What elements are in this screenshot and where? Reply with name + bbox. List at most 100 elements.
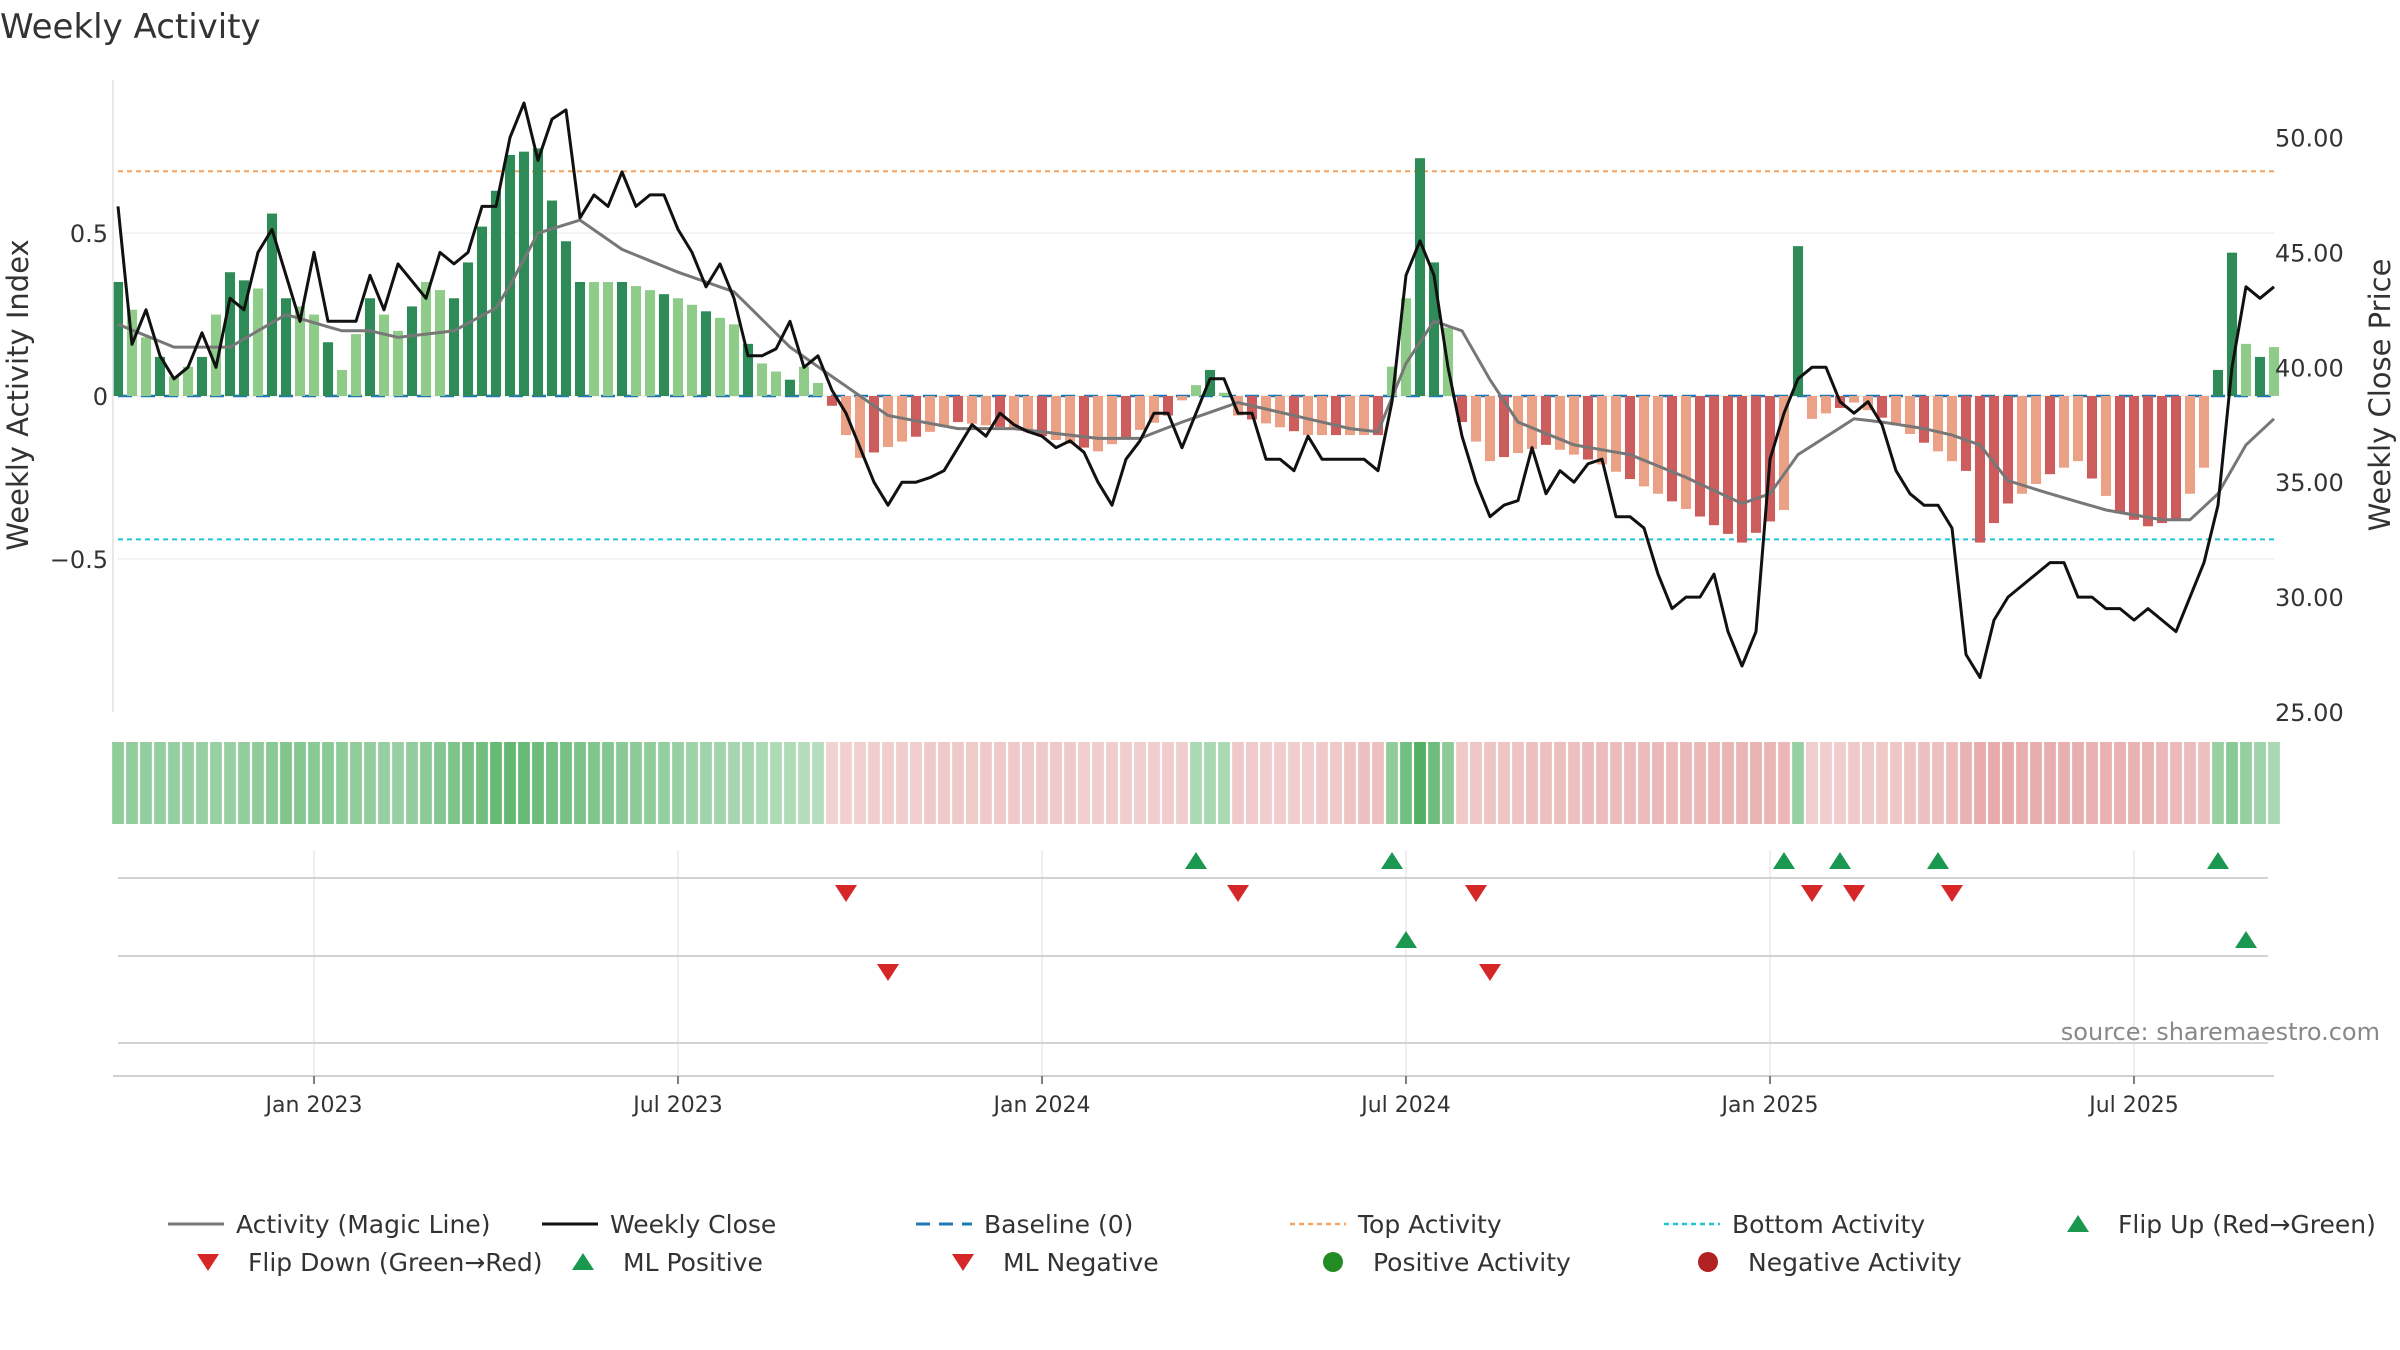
heat-cell <box>672 742 684 824</box>
heat-cell <box>308 742 320 824</box>
heat-cell <box>1470 742 1482 824</box>
heat-cell <box>1302 742 1314 824</box>
heat-cell <box>728 742 740 824</box>
activity-bar <box>168 376 180 396</box>
activity-bar <box>350 334 362 396</box>
activity-bar <box>280 298 292 396</box>
heat-cell <box>2114 742 2126 824</box>
activity-bar <box>1988 396 2000 524</box>
activity-bar <box>1134 396 1146 430</box>
heat-cell <box>2198 742 2210 824</box>
heat-cell <box>1148 742 1160 824</box>
heat-cell <box>392 742 404 824</box>
activity-bar <box>1610 396 1622 472</box>
heat-cell <box>854 742 866 824</box>
activity-bar <box>868 396 880 453</box>
activity-bar <box>224 272 236 396</box>
heat-cell <box>644 742 656 824</box>
heat-cell <box>2240 742 2252 824</box>
heat-cell <box>490 742 502 824</box>
heat-cell <box>938 742 950 824</box>
heat-cell <box>140 742 152 824</box>
legend-label: ML Negative <box>1003 1248 1159 1277</box>
heat-cell <box>1218 742 1230 824</box>
activity-bar <box>1288 396 1300 432</box>
heat-cell <box>1022 742 1034 824</box>
activity-bar <box>1232 396 1244 416</box>
activity-bar <box>1176 396 1188 401</box>
heat-cell <box>1694 742 1706 824</box>
activity-bar <box>2072 396 2084 462</box>
activity-bar <box>658 294 670 396</box>
heat-cell <box>1400 742 1412 824</box>
heat-cell <box>1204 742 1216 824</box>
x-tick-label: Jan 2023 <box>264 1093 363 1118</box>
heat-cell <box>784 742 796 824</box>
heat-cell <box>168 742 180 824</box>
heat-cell <box>1008 742 1020 824</box>
legend-label: Flip Up (Red→Green) <box>2118 1210 2376 1239</box>
flip-signal-rows <box>118 852 2268 1044</box>
heat-cell <box>126 742 138 824</box>
legend-label: Top Activity <box>1357 1210 1502 1239</box>
activity-bar <box>1036 396 1048 437</box>
heat-cell <box>1722 742 1734 824</box>
heat-cell <box>1162 742 1174 824</box>
heat-cell <box>210 742 222 824</box>
activity-bar <box>1414 158 1426 396</box>
heat-cell <box>546 742 558 824</box>
x-tick-label: Jan 2025 <box>1720 1093 1819 1118</box>
heat-cell <box>1134 742 1146 824</box>
activity-bar <box>1946 396 1958 462</box>
heat-cell <box>2142 742 2154 824</box>
heat-cell <box>1820 742 1832 824</box>
activity-bar <box>1526 396 1538 449</box>
activity-heat-strip <box>112 742 2280 824</box>
heat-cell <box>504 742 516 824</box>
activity-bar <box>784 379 796 396</box>
heat-cell <box>1246 742 1258 824</box>
heat-cell <box>2268 742 2280 824</box>
legend-label: Weekly Close <box>610 1210 776 1239</box>
activity-bar <box>1302 396 1314 436</box>
heat-cell <box>1036 742 1048 824</box>
heat-cell <box>1316 742 1328 824</box>
activity-bar <box>1064 396 1076 444</box>
heat-cell <box>1274 742 1286 824</box>
legend-item: ML Negative <box>952 1248 1159 1277</box>
activity-bar <box>2212 369 2224 396</box>
activity-bar <box>378 314 390 396</box>
activity-bar <box>2142 396 2154 527</box>
activity-bar <box>434 290 446 396</box>
flip-up-marker <box>1185 852 1207 869</box>
activity-bar <box>1512 396 1524 454</box>
heat-cell <box>406 742 418 824</box>
activity-bar <box>1204 369 1216 396</box>
activity-bar <box>1554 396 1566 450</box>
activity-bar <box>2184 396 2196 494</box>
activity-bar <box>2226 252 2238 396</box>
activity-bar <box>602 281 614 396</box>
heat-cell <box>2072 742 2084 824</box>
activity-bar <box>2114 396 2126 514</box>
legend-label: Positive Activity <box>1373 1248 1571 1277</box>
legend-circle-icon <box>1323 1252 1343 1272</box>
activity-bar <box>1162 396 1174 416</box>
heat-cell <box>1568 742 1580 824</box>
activity-bar <box>420 281 432 396</box>
activity-bar <box>1652 396 1664 494</box>
activity-bar <box>1050 396 1062 440</box>
flip-up-marker <box>1381 852 1403 869</box>
activity-bar <box>2156 396 2168 524</box>
legend-item: Weekly Close <box>542 1210 776 1239</box>
heat-cell <box>1596 742 1608 824</box>
legend-item: Flip Up (Red→Green) <box>2067 1210 2376 1239</box>
heat-cell <box>1624 742 1636 824</box>
legend-item: ML Positive <box>572 1248 763 1277</box>
legend: Activity (Magic Line) Weekly Close Baselin… <box>168 1210 2376 1277</box>
heat-cell <box>322 742 334 824</box>
activity-bar <box>364 298 376 396</box>
heat-cell <box>980 742 992 824</box>
source-text: source: sharemaestro.com <box>2061 1018 2380 1046</box>
magic-line-series <box>117 218 2276 522</box>
